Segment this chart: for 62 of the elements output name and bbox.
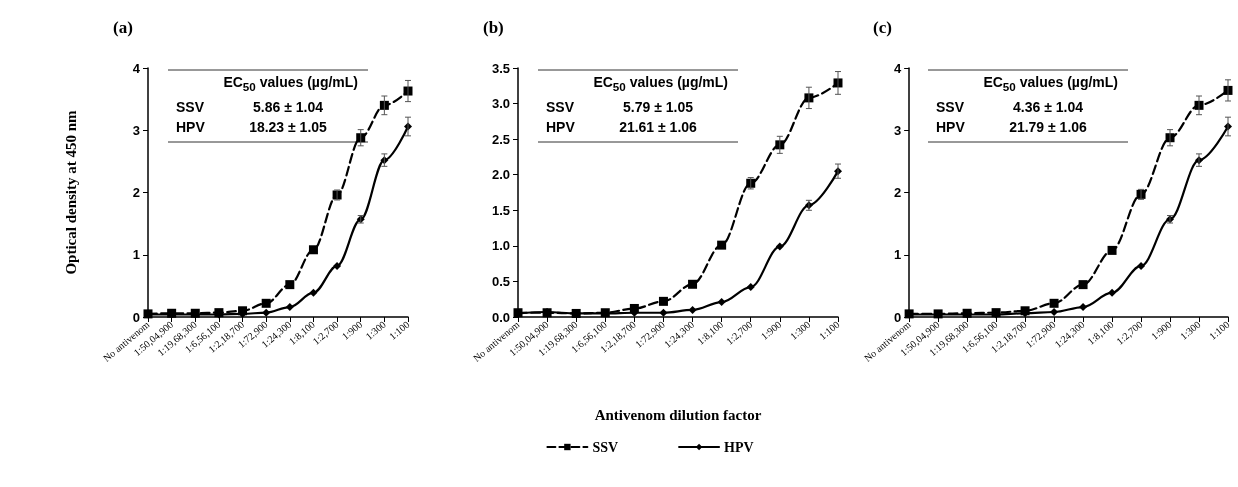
y-tick-label: 0.5 <box>491 273 510 289</box>
y-tick-label: 1.5 <box>491 202 510 218</box>
point <box>688 305 697 314</box>
annotation: 21.79 ± 1.06 <box>1009 119 1088 135</box>
annotation: SSV <box>176 99 205 115</box>
point <box>333 261 342 270</box>
point <box>261 298 271 308</box>
point <box>1107 245 1117 255</box>
y-axis-title: Optical density at 450 nm <box>62 109 79 275</box>
y-tick-label: 3 <box>893 122 902 138</box>
y-tick-label: 0 <box>132 309 140 325</box>
point <box>775 242 784 251</box>
y-tick-label: 3 <box>132 122 140 138</box>
y-tick-label: 2 <box>132 185 140 200</box>
annotation: 5.79 ± 1.05 <box>623 99 694 115</box>
y-tick-label: 1 <box>893 247 902 263</box>
chart-title: (b) <box>483 18 504 37</box>
annotation: 5.86 ± 1.04 <box>253 99 324 115</box>
annotation: EC$_{50}$ values (µg/mL) <box>982 74 1118 93</box>
point <box>1049 298 1059 308</box>
x-axis-title: Antivenom dilution factor <box>594 406 762 423</box>
chart-title: (c) <box>873 18 892 37</box>
point <box>1137 261 1146 270</box>
point <box>262 308 271 317</box>
annotation: EC$_{50}$ values (µg/mL) <box>592 74 728 93</box>
annotation: SSV <box>546 99 575 115</box>
annotation: EC$_{50}$ values (µg/mL) <box>222 74 358 93</box>
annotation: 21.61 ± 1.06 <box>619 119 698 135</box>
annotation: HPV <box>176 119 206 135</box>
point <box>717 298 726 307</box>
y-tick-label: 2.5 <box>491 131 510 147</box>
point <box>658 296 668 306</box>
annotation: HPV <box>546 119 576 135</box>
point <box>1108 288 1117 297</box>
point <box>688 279 698 289</box>
legend-label: HPV <box>724 439 754 455</box>
y-tick-label: 3.0 <box>491 96 510 112</box>
y-tick-label: 4 <box>132 60 141 76</box>
annotation: HPV <box>936 119 966 135</box>
point <box>308 245 318 255</box>
point <box>746 283 755 292</box>
point <box>309 288 318 297</box>
y-tick-label: 3.5 <box>491 60 510 76</box>
y-tick-label: 4 <box>893 60 902 76</box>
annotation: 18.23 ± 1.05 <box>249 119 328 135</box>
chart-title: (a) <box>113 18 133 37</box>
y-tick-label: 0.0 <box>491 309 510 325</box>
y-tick-label: 2.0 <box>491 167 510 183</box>
legend-label: SSV <box>592 439 619 455</box>
point <box>1079 303 1088 312</box>
annotation: SSV <box>936 99 965 115</box>
y-tick-label: 2 <box>893 185 902 200</box>
point <box>1050 308 1059 317</box>
point <box>717 240 727 250</box>
y-tick-label: 0 <box>893 309 902 325</box>
y-tick-label: 1 <box>132 247 140 263</box>
point <box>285 303 294 312</box>
point <box>285 280 295 290</box>
point <box>1078 280 1088 290</box>
point <box>659 308 668 317</box>
y-tick-label: 1.0 <box>491 238 510 254</box>
annotation: 4.36 ± 1.04 <box>1013 99 1084 115</box>
